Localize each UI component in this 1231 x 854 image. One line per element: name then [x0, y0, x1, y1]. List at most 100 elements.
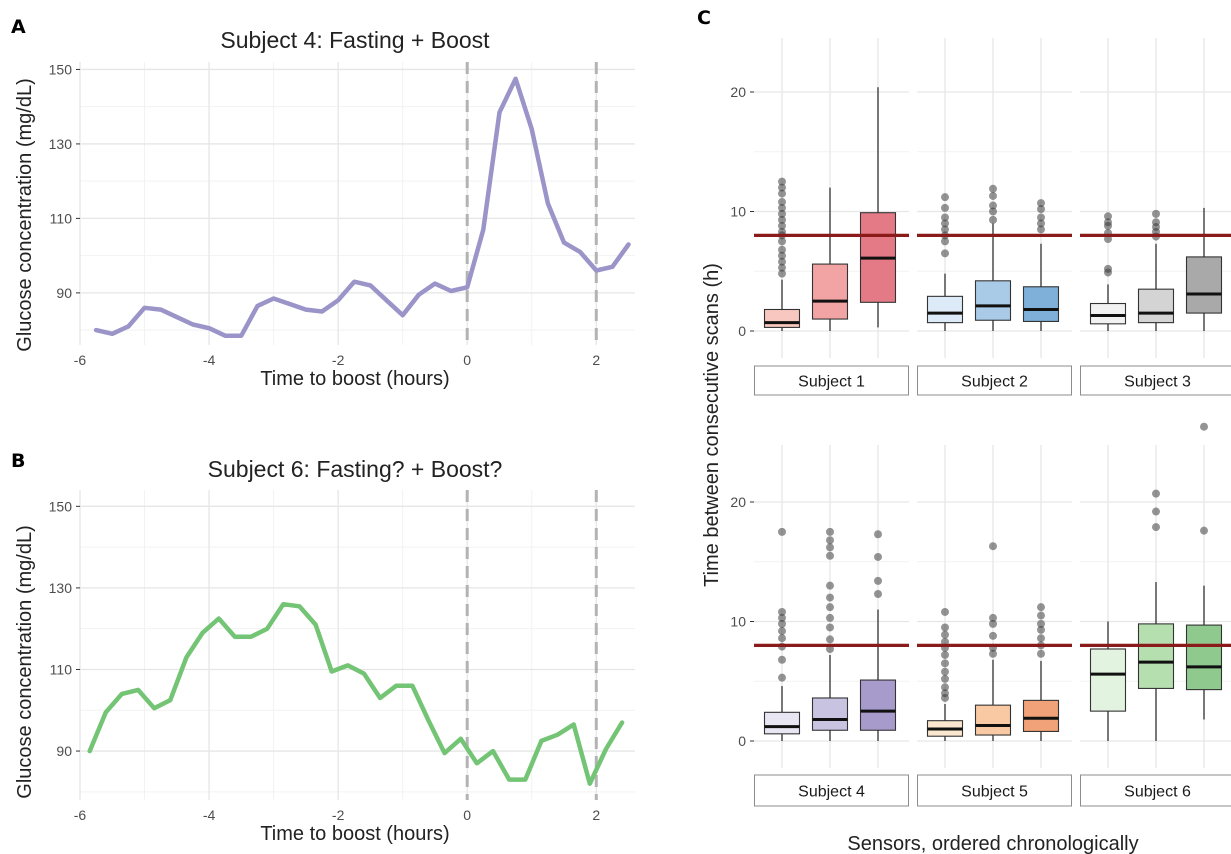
panel-a-y-tick-label: 150: [49, 61, 73, 77]
panel-c-outlier: [941, 203, 949, 212]
panel-b-plot: -6 -4 -2 0 2 90 110 130 150: [49, 490, 635, 823]
panel-b-x-tick-label: 2: [592, 807, 600, 823]
panel-c-outlier: [778, 655, 786, 664]
panel-c-outlier: [989, 201, 997, 210]
panel-c-outlier: [778, 245, 786, 254]
panel-c-outlier: [941, 667, 949, 676]
panel-a-x-tick-label: 0: [463, 352, 471, 368]
panel-c-outlier: [826, 551, 834, 560]
panel-c-chart: 0 10 20 Subject 1 Subject 2 Subject 3 0 10 20 Sub…: [701, 38, 1231, 854]
panel-c-outlier: [1104, 264, 1112, 273]
panel-c-outlier: [874, 530, 882, 539]
panel-a-x-tick-label: -4: [203, 352, 216, 368]
panel-b-title: Subject 6: Fasting? + Boost?: [208, 456, 503, 482]
panel-c-outlier: [1152, 507, 1160, 516]
panel-c-outlier: [1037, 603, 1045, 612]
panel-letter-c: C: [697, 7, 711, 29]
panel-c-strip-label: Subject 5: [961, 784, 1028, 801]
panel-a-glucose-line: [93, 76, 631, 338]
panel-c-y-tick-label: 0: [738, 733, 746, 749]
panel-c-outlier: [778, 183, 786, 192]
panel-b-glucose-line: [87, 601, 625, 786]
panel-c-strip: [1080, 774, 1231, 807]
panel-c-box: [811, 697, 849, 731]
panel-c-outlier: [826, 543, 834, 552]
panel-b-x-tick-label: -4: [203, 807, 216, 823]
panel-c-box: [763, 711, 801, 735]
panel-c-outlier: [1152, 523, 1160, 532]
panel-c-outlier: [941, 674, 949, 683]
panel-c-outlier: [941, 689, 949, 698]
panel-c-outlier: [1152, 209, 1160, 218]
panel-c-strip-label: Subject 6: [1124, 784, 1191, 801]
panel-c-box: [1089, 302, 1127, 325]
panel-letter-b: B: [11, 450, 25, 472]
panel-b-ylabel: Glucose concentration (mg/dL): [14, 525, 36, 798]
panel-c-outlier: [941, 249, 949, 258]
panel-c-outlier: [989, 619, 997, 628]
panel-b-y-tick-label: 130: [49, 580, 73, 596]
panel-b-x-tick-label: 0: [463, 807, 471, 823]
panel-c-strip-label: Subject 3: [1124, 374, 1191, 391]
panel-c-outlier: [778, 177, 786, 186]
panel-c-outlier: [1152, 489, 1160, 498]
panel-a-xlabel: Time to boost (hours): [260, 368, 449, 390]
panel-c-outlier: [778, 189, 786, 198]
panel-c-outlier: [778, 634, 786, 643]
panel-c-outlier: [826, 527, 834, 536]
panel-c-outlier: [941, 237, 949, 246]
panel-c-outlier: [1152, 218, 1160, 227]
panel-a-y-tick-label: 110: [50, 210, 73, 226]
panel-c-y-tick-label: 10: [730, 614, 746, 630]
panel-c-outlier: [1037, 219, 1045, 228]
panel-c-box: [763, 308, 801, 328]
panel-a-y-tick-label: 90: [56, 285, 72, 301]
panel-c-outlier: [989, 631, 997, 640]
panel-c-strip: [1080, 365, 1231, 396]
panel-c-outlier: [1037, 213, 1045, 222]
panel-c-outlier: [1037, 199, 1045, 208]
panel-c-outlier: [941, 225, 949, 234]
panel-c-box: [1185, 624, 1223, 691]
panel-c-outlier: [778, 257, 786, 266]
panel-c-outlier: [778, 607, 786, 616]
panel-c-y-tick-label: 20: [730, 84, 746, 100]
panel-c-outlier: [1200, 422, 1208, 431]
panel-a-chart: Subject 4: Fasting + Boost -6 -4 -2 0 2 90 110…: [14, 27, 635, 390]
panel-c-outlier: [778, 263, 786, 272]
panel-b-y-tick-label: 90: [56, 743, 72, 759]
panel-c-outlier: [778, 237, 786, 246]
panel-c-outlier: [778, 619, 786, 628]
panel-a-x-tick-label: 2: [592, 352, 600, 368]
panel-c-outlier: [1104, 212, 1112, 221]
panel-c-outlier: [989, 649, 997, 658]
panel-c-outlier: [826, 536, 834, 545]
panel-c-outlier: [989, 207, 997, 216]
panel-c-outlier: [1037, 205, 1045, 214]
panel-b-xlabel: Time to boost (hours): [260, 823, 449, 845]
panel-c-outlier: [778, 613, 786, 622]
panel-c-box: [1137, 623, 1175, 689]
panel-c-ylabel: Time between consecutive scans (h): [701, 263, 723, 587]
panel-b-x-tick-label: -2: [332, 807, 345, 823]
panel-c-strip-label: Subject 2: [961, 374, 1028, 391]
panel-c-outlier: [941, 219, 949, 228]
panel-c-strip-label: Subject 1: [798, 374, 865, 391]
panel-c-xlabel: Sensors, ordered chronologically: [847, 833, 1138, 854]
panel-c-plot: 0 10 20 Subject 1 Subject 2 Subject 3 0 10 20 Sub…: [730, 38, 1231, 807]
panel-b-y-tick-label: 150: [49, 498, 73, 514]
panel-c-outlier: [941, 630, 949, 639]
panel-c-outlier: [826, 581, 834, 590]
panel-c-box: [1137, 288, 1175, 324]
panel-c-outlier: [1037, 625, 1045, 634]
panel-c-outlier: [874, 576, 882, 585]
panel-b-y-tick-label: 110: [50, 661, 73, 677]
panel-c-outlier: [826, 623, 834, 632]
panel-c-outlier: [778, 251, 786, 260]
panel-c-outlier: [826, 613, 834, 622]
panel-letter-a: A: [11, 16, 26, 38]
panel-c-outlier: [778, 209, 786, 218]
panel-c-y-tick-label: 20: [730, 494, 746, 510]
panel-c-outlier: [778, 269, 786, 278]
panel-c-box: [974, 704, 1012, 736]
